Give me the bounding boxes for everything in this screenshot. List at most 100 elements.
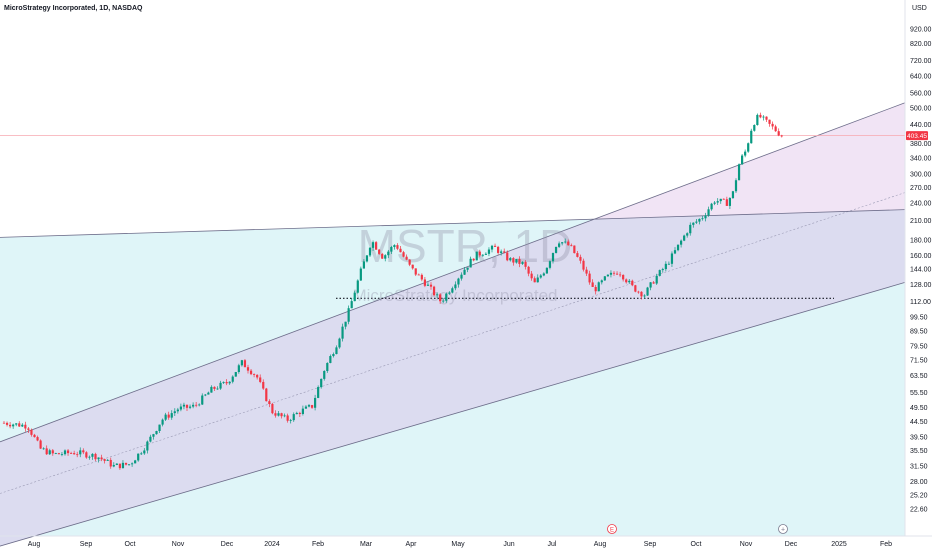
candle — [21, 423, 24, 428]
candle-body — [2, 422, 6, 424]
price-tick-label: 210.00 — [910, 218, 932, 225]
candle — [728, 197, 731, 210]
candle-body — [185, 404, 189, 408]
price-axis[interactable]: 920.00 820.00 720.00 640.00 560.00 500.00 440.… — [910, 26, 932, 513]
candle-body — [652, 282, 655, 284]
candle-body — [344, 321, 347, 327]
candle-body — [442, 300, 445, 302]
candle — [545, 267, 548, 274]
candle — [304, 405, 308, 409]
candle-body — [131, 463, 134, 465]
candle — [731, 190, 735, 200]
candle — [524, 260, 527, 270]
candle-body — [573, 245, 576, 254]
candle — [24, 421, 27, 432]
candle — [399, 246, 402, 253]
candle-body — [710, 203, 713, 210]
candle — [103, 458, 106, 464]
candle-body — [548, 261, 552, 268]
candle-body — [536, 277, 539, 283]
candle — [539, 274, 542, 279]
candle-body — [414, 268, 417, 275]
candle — [323, 370, 326, 381]
candle — [619, 271, 622, 278]
candle — [737, 163, 741, 181]
candle — [27, 427, 30, 434]
candle-body — [551, 252, 555, 262]
candle — [460, 272, 463, 281]
channel-upper-line[interactable] — [0, 102, 906, 443]
watermark-symbol: MSTR, 1D — [358, 220, 573, 272]
candle — [417, 273, 420, 276]
dividend-marker-label: + — [781, 527, 785, 534]
candle-body — [628, 280, 631, 283]
candle — [573, 245, 576, 254]
candle-body — [734, 180, 738, 192]
earnings-marker[interactable]: E — [607, 524, 617, 534]
earnings-marker-label: E — [610, 528, 614, 534]
candle — [384, 254, 387, 262]
candle-body — [597, 282, 600, 292]
candle-body — [176, 409, 179, 412]
candle-body — [304, 406, 308, 409]
candle — [606, 274, 609, 277]
candle — [503, 248, 506, 254]
candle — [185, 404, 189, 412]
earnings-marker-circle — [607, 524, 617, 534]
candle-body — [15, 423, 18, 425]
candle — [475, 251, 478, 261]
price-tick-label: 99.50 — [910, 315, 928, 322]
channel-lower-line[interactable] — [0, 282, 906, 547]
candle — [188, 404, 192, 410]
candle-body — [387, 251, 390, 256]
candle-body — [451, 288, 454, 293]
resistance-line[interactable] — [0, 209, 906, 238]
candle-body — [161, 419, 164, 425]
candle-body — [82, 450, 85, 453]
time-tick-label: 2024 — [264, 541, 280, 548]
candle — [216, 386, 219, 390]
candle — [686, 232, 689, 238]
candle-body — [680, 240, 683, 245]
candle — [408, 259, 411, 267]
time-axis[interactable]: Aug Sep Oct Nov Dec 2024 Feb Mar Apr May Jun Jul Aug… — [28, 541, 892, 548]
candle-body — [777, 131, 780, 136]
candle — [91, 453, 94, 460]
candle-body — [51, 450, 54, 454]
candle — [73, 450, 76, 455]
dividend-marker[interactable]: + — [778, 524, 788, 534]
price-tick-label: 79.50 — [910, 344, 928, 351]
candle — [97, 457, 100, 463]
candle — [243, 358, 247, 368]
candle — [551, 252, 555, 264]
time-tick-label: Dec — [221, 541, 234, 548]
candle-body — [18, 423, 21, 427]
candle — [554, 246, 558, 254]
candle — [204, 394, 207, 397]
candle-body — [606, 274, 609, 277]
candle-body — [103, 459, 106, 461]
candle — [561, 241, 564, 246]
candle-body — [317, 387, 320, 398]
candle — [753, 124, 756, 132]
price-tick-label: 440.00 — [910, 122, 932, 129]
candle — [423, 276, 426, 288]
candle — [70, 451, 73, 454]
candle — [33, 433, 36, 438]
candle-body — [658, 270, 661, 276]
candle — [228, 381, 231, 385]
candle-body — [460, 274, 463, 279]
candle-body — [85, 452, 88, 458]
candle — [396, 243, 399, 251]
candle-body — [756, 114, 759, 126]
candle — [466, 267, 469, 273]
candle-body — [256, 374, 259, 378]
candle — [231, 375, 234, 384]
candle-body — [423, 279, 426, 286]
channel-mid-line[interactable] — [0, 192, 906, 494]
candle-body — [609, 272, 613, 275]
candle — [451, 286, 454, 294]
candle — [18, 421, 21, 427]
